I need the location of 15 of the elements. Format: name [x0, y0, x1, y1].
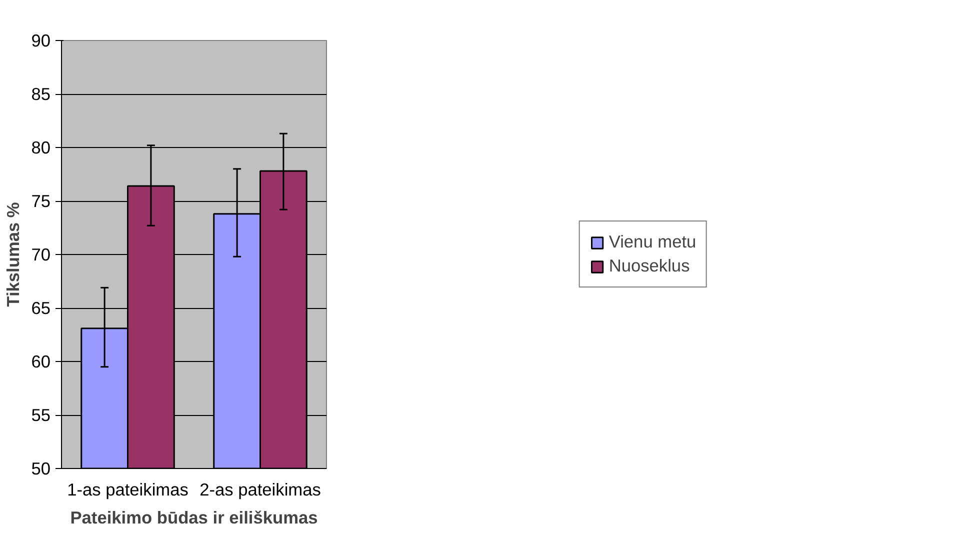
- y-axis-title: Tikslumas %: [3, 202, 24, 307]
- y-tick-label: 55: [31, 405, 51, 425]
- y-tick-label: 50: [31, 458, 51, 478]
- y-tick-label: 75: [31, 191, 51, 211]
- y-tick-label: 80: [31, 138, 51, 158]
- y-tick-label: 65: [31, 298, 51, 318]
- y-tick-label: 90: [31, 30, 51, 50]
- legend-label: Vienu metu: [608, 232, 696, 252]
- y-tick-label: 60: [31, 352, 51, 372]
- x-axis-title: Pateikimo būdas ir eiliškumas: [70, 508, 318, 528]
- legend-label: Nuoseklus: [608, 256, 690, 276]
- x-tick-label: 1-as pateikimas: [67, 480, 189, 500]
- y-tick-label: 85: [31, 84, 51, 104]
- y-tick-label: 70: [31, 244, 51, 264]
- x-tick-label: 2-as pateikimas: [200, 480, 322, 500]
